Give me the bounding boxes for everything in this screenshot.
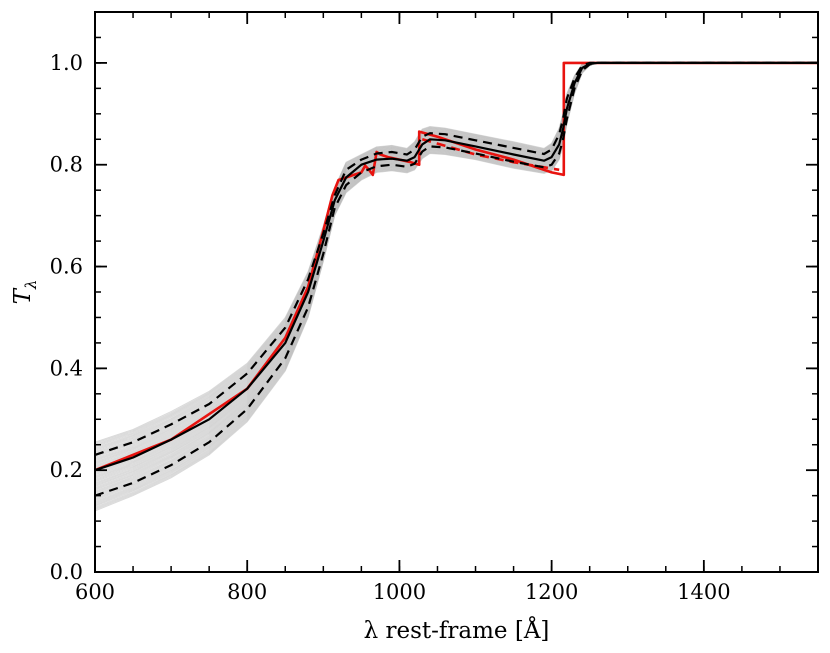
posterior-draws-layer — [95, 62, 818, 512]
posterior-draw-line — [95, 62, 818, 444]
posterior-draw-line — [95, 62, 818, 452]
x-tick-label: 1200 — [525, 580, 578, 604]
x-tick-label: 1000 — [373, 580, 426, 604]
y-tick-label: 0.2 — [50, 458, 83, 482]
y-tick-label: 1.0 — [50, 51, 83, 75]
series-layer — [95, 61, 818, 497]
median-line — [95, 61, 818, 472]
posterior-draw-line — [95, 62, 818, 451]
x-tick-label: 600 — [75, 580, 115, 604]
x-axis-label: λ rest-frame [Å] — [364, 616, 550, 644]
y-axis-label: Tλ — [10, 280, 40, 305]
y-tick-label: 0.8 — [50, 153, 83, 177]
x-tick-label: 800 — [227, 580, 267, 604]
bound-dashed-line — [95, 61, 818, 456]
y-tick-label: 0.4 — [50, 356, 83, 380]
posterior-draw-line — [95, 62, 818, 443]
plot-frame — [94, 11, 819, 573]
posterior-draw-line — [95, 62, 818, 449]
y-tick-label: 0.6 — [50, 255, 83, 279]
ticks-layer — [94, 11, 819, 573]
y-axis-label-main: T — [10, 287, 36, 304]
posterior-draw-line — [95, 62, 818, 447]
y-axis-label-subscript: λ — [22, 280, 40, 291]
x-tick-label: 1400 — [677, 580, 730, 604]
posterior-draw-line — [95, 62, 818, 450]
bound-dashed-line — [95, 61, 818, 497]
posterior-draw-line — [95, 62, 818, 448]
tick-labels-layer: 600 800 1000 1200 1400 0.0 0.2 0.4 0.6 0.8 1.0 — [50, 51, 731, 604]
posterior-draw-line — [95, 62, 818, 445]
y-tick-label: 0.0 — [50, 560, 83, 584]
